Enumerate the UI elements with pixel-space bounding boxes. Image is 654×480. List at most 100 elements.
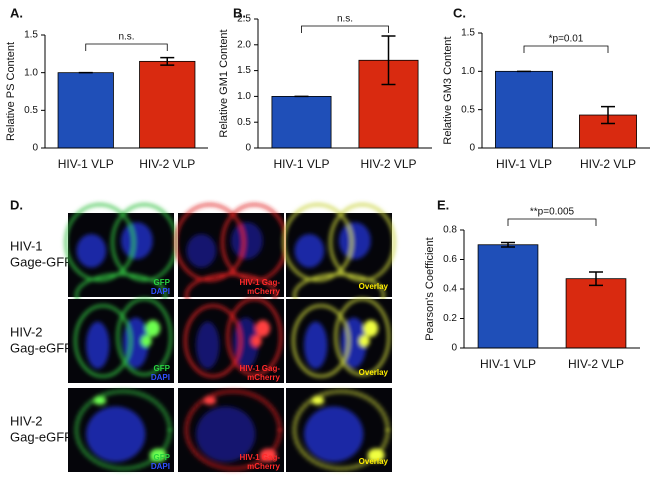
nucleus [86,321,110,369]
channel-label: mCherry [247,373,280,382]
y-tick-label: 0.6 [443,254,457,265]
cells [74,389,172,471]
row-label: Gag-eGFP [10,340,73,355]
cell-outline [174,203,245,282]
cells [292,389,390,471]
y-tick-label: 1.5 [237,65,251,76]
nucleus [231,222,263,260]
bracket [507,218,597,226]
y-tick-label: 0 [245,143,251,154]
y-tick-label: 0 [469,143,475,154]
blob [311,396,325,405]
y-tick-label: 0 [32,143,38,154]
bar [565,278,627,349]
x-tick-label: HIV-1 VLP [273,157,329,171]
row-label: HIV-2 [10,324,43,339]
cell-outline [292,304,350,378]
blob [255,320,271,337]
blob [203,396,217,405]
y-axis-title: Relative PS Content [5,42,17,141]
nucleus [76,234,107,268]
cell-outline [334,297,391,376]
cells [184,297,283,378]
y-tick-label: 0.5 [461,104,475,115]
channel-label: HIV-1 Gag- [240,364,281,373]
cell-outline [292,389,390,471]
annotation: **p=0.005 [530,207,575,218]
y-axis-title: Pearson's Coefficient [424,237,436,340]
cell-outline [74,389,172,471]
y-axis-title: Relative GM1 Content [218,29,230,137]
bracket [85,43,168,51]
y-tick-label: 1.5 [461,28,475,39]
channel-label: GFP [154,278,171,287]
cells [282,203,396,318]
channel-label: GFP [154,364,171,373]
bar [477,244,539,349]
nucleus [339,222,371,260]
cells [74,297,173,378]
annotation: *p=0.01 [549,34,584,45]
panel-label: B. [233,5,246,20]
channel-label: HIV-1 Gag- [240,278,281,287]
cells [174,203,288,318]
blob [141,335,152,347]
channel-label: HIV-1 Gag- [240,453,281,462]
nucleus [304,321,328,369]
channel-label: Overlay [359,457,389,466]
x-tick-label: HIV-1 VLP [58,157,114,171]
blob [145,320,161,337]
bar [57,72,114,149]
row-label: HIV-2 [10,413,43,428]
y-tick-label: 0.8 [443,225,457,236]
cell-outline [184,389,282,471]
nucleus [120,222,153,260]
panel-label: E. [437,197,449,212]
error-bar [601,105,615,125]
x-tick-label: HIV-1 VLP [480,357,536,371]
channel-label: DAPI [151,287,170,296]
bar [271,96,332,149]
row-label: Gag-eGFP [10,429,73,444]
cell-outline [282,203,353,282]
channel-label: Overlay [359,368,389,377]
channel-label: DAPI [151,462,170,471]
cell-outline [116,297,173,376]
nucleus [196,406,256,462]
channel-label: Overlay [359,282,389,291]
cells [292,297,391,378]
nucleus [186,234,217,268]
blob [367,448,385,462]
y-tick-label: 1.0 [24,67,38,78]
y-tick-label: 0 [451,343,457,354]
bracket [523,45,609,53]
y-tick-label: 1.5 [24,30,38,41]
blob [93,396,107,405]
blob [251,335,262,347]
y-tick-label: 1.0 [237,91,251,102]
channel-label: DAPI [151,373,170,382]
blob [359,335,370,347]
channel-label: mCherry [247,462,280,471]
y-axis-title: Relative GM3 Content [442,36,454,144]
blob [363,320,379,337]
row-label: HIV-1 [10,238,43,253]
blob [149,448,167,462]
nucleus [294,234,325,268]
nucleus [304,406,364,462]
x-tick-label: HIV-2 VLP [360,157,416,171]
annotation: n.s. [118,32,134,43]
error-bar [381,35,396,86]
error-bar [589,271,603,287]
error-bar [160,56,175,66]
channel-label: mCherry [247,287,280,296]
panel-label: A. [10,5,23,20]
nucleus [86,406,146,462]
y-tick-label: 0.2 [443,313,457,324]
x-tick-label: HIV-2 VLP [580,157,636,171]
y-tick-label: 2.5 [237,14,251,25]
y-tick-label: 0.5 [237,117,251,128]
row-label: Gage-GFP [10,254,73,269]
